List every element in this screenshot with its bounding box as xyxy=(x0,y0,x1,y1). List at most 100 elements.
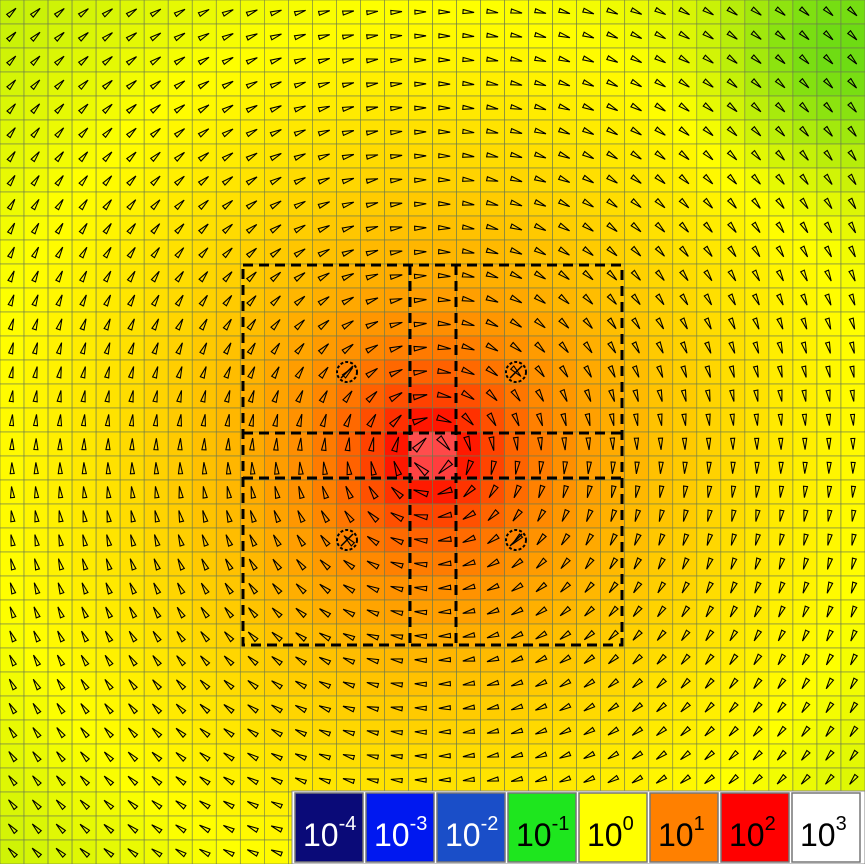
field-arrow xyxy=(55,775,67,787)
field-arrow xyxy=(389,178,403,184)
field-arrow xyxy=(247,655,259,667)
field-arrow xyxy=(8,799,18,811)
field-arrow xyxy=(10,534,16,547)
field-cell xyxy=(576,311,601,337)
field-arrow xyxy=(584,413,591,427)
field-arrow xyxy=(175,848,187,858)
field-arrow xyxy=(849,677,859,690)
field-arrow xyxy=(582,246,594,256)
field-arrow xyxy=(80,366,86,379)
field-arrow xyxy=(582,317,593,329)
field-arrow xyxy=(390,561,404,569)
field-cell xyxy=(744,239,770,265)
field-cell xyxy=(167,359,193,385)
field-arrow xyxy=(249,510,257,523)
field-arrow xyxy=(655,341,664,354)
field-arrow xyxy=(101,79,113,90)
field-cell xyxy=(696,479,722,505)
legend-label: 100 xyxy=(587,813,634,853)
field-arrow xyxy=(850,461,856,474)
field-cell xyxy=(23,407,49,433)
field-arrow xyxy=(343,535,356,547)
field-arrow xyxy=(705,629,715,642)
field-cell xyxy=(167,647,193,673)
field-arrow xyxy=(223,776,235,786)
field-arrow xyxy=(32,414,39,427)
field-cell xyxy=(215,0,241,25)
field-cell xyxy=(23,791,49,817)
field-cell xyxy=(432,767,457,793)
field-arrow xyxy=(537,436,543,451)
field-arrow xyxy=(753,437,760,450)
field-cell xyxy=(696,455,722,481)
field-cell xyxy=(480,767,505,793)
field-arrow xyxy=(776,365,783,378)
field-cell xyxy=(215,551,241,577)
field-cell xyxy=(23,23,49,49)
field-cell xyxy=(191,599,217,625)
field-arrow xyxy=(414,585,428,592)
field-cell xyxy=(624,239,650,265)
field-arrow xyxy=(269,248,282,258)
field-cell xyxy=(720,719,746,745)
field-cell xyxy=(552,71,577,97)
field-cell xyxy=(552,335,577,361)
field-cell xyxy=(504,671,529,697)
field-cell xyxy=(143,431,169,457)
field-cell xyxy=(336,383,361,409)
field-arrow xyxy=(704,341,712,354)
field-arrow xyxy=(509,341,522,353)
legend-base: 10 xyxy=(800,817,836,853)
field-arrow xyxy=(221,247,233,259)
field-arrow xyxy=(269,176,282,186)
field-arrow xyxy=(606,222,618,233)
field-cell xyxy=(119,191,145,217)
field-arrow xyxy=(559,726,572,735)
field-cell xyxy=(528,503,553,529)
field-cell xyxy=(432,71,457,97)
field-cell xyxy=(552,287,577,313)
field-cell xyxy=(191,527,217,553)
field-cell xyxy=(95,839,121,864)
field-cell xyxy=(624,191,650,217)
field-cell xyxy=(239,95,265,121)
field-cell xyxy=(432,695,457,721)
field-arrow xyxy=(366,778,379,784)
field-cell xyxy=(191,287,217,313)
field-cell xyxy=(456,239,481,265)
field-cell xyxy=(336,47,361,73)
field-cell xyxy=(648,767,674,793)
field-cell xyxy=(816,287,842,313)
field-cell xyxy=(143,263,169,289)
field-cell xyxy=(432,311,457,337)
field-cell xyxy=(792,119,818,145)
field-arrow xyxy=(850,629,858,642)
field-arrow xyxy=(559,678,572,688)
field-cell xyxy=(624,407,650,433)
field-cell xyxy=(504,455,529,481)
field-arrow xyxy=(151,366,159,379)
field-arrow xyxy=(558,293,570,305)
field-arrow xyxy=(390,130,403,136)
field-arrow xyxy=(226,486,233,499)
field-cell xyxy=(336,119,361,145)
field-arrow xyxy=(247,631,259,643)
field-arrow xyxy=(294,753,308,761)
field-arrow xyxy=(270,366,280,380)
field-cell xyxy=(23,95,49,121)
field-cell xyxy=(191,215,217,241)
field-arrow xyxy=(630,198,642,209)
field-arrow xyxy=(438,656,452,663)
field-cell xyxy=(264,791,289,817)
field-arrow xyxy=(173,151,185,162)
field-cell xyxy=(71,647,97,673)
field-arrow xyxy=(414,753,427,759)
field-cell xyxy=(648,719,674,745)
field-cell xyxy=(504,119,529,145)
field-arrow xyxy=(221,56,234,66)
field-arrow xyxy=(271,728,284,738)
field-cell xyxy=(576,287,601,313)
field-arrow xyxy=(175,703,187,715)
field-arrow xyxy=(127,824,139,834)
field-cell xyxy=(0,527,25,553)
